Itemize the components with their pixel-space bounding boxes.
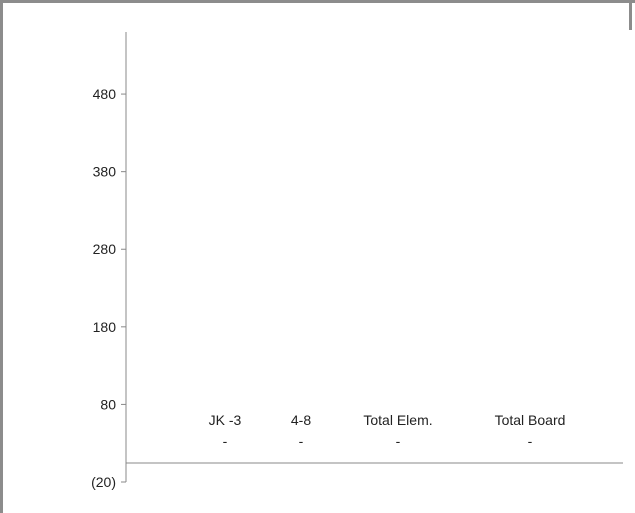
x-category-label: JK -3: [209, 412, 242, 428]
y-tick-label: 480: [93, 86, 117, 102]
data-label: -: [223, 433, 228, 449]
data-label: -: [396, 433, 401, 449]
data-label: -: [528, 433, 533, 449]
y-tick-label: 280: [93, 241, 117, 257]
data-labels: ----: [223, 433, 533, 449]
chart-frame-edge: [629, 0, 632, 30]
x-category-label: Total Board: [495, 412, 566, 428]
x-categories: JK -3 4-8 Total Elem. Total Board: [209, 412, 566, 428]
y-tick-label: (20): [91, 474, 116, 490]
y-tick-label: 80: [100, 396, 116, 412]
y-tick-label: 380: [93, 164, 117, 180]
x-category-label: Total Elem.: [363, 412, 432, 428]
data-label: -: [299, 433, 304, 449]
x-category-label: 4-8: [291, 412, 311, 428]
y-ticks: 480 380 280 180 80 (20): [91, 86, 126, 490]
y-tick-label: 180: [93, 319, 117, 335]
